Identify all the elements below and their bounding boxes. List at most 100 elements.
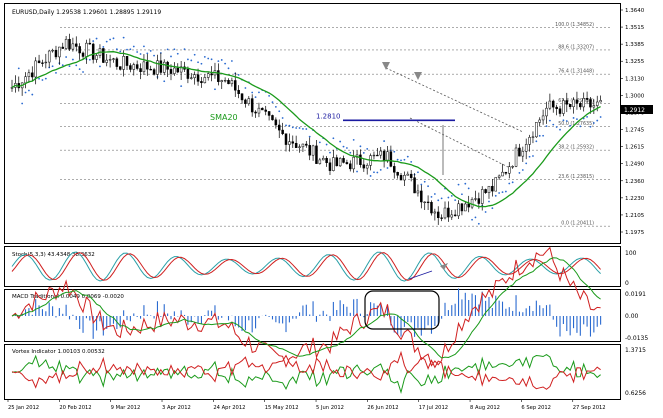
price-bar-body [284,133,288,145]
price-bar-body [227,80,230,85]
psar-dot [511,181,514,184]
price-bar-body [305,143,308,146]
stoch-axis-100: 100 [625,250,637,257]
price-bar-body [508,166,511,174]
price-bar-body [548,100,552,109]
price-bar-body [579,103,582,108]
price-bar-body [420,190,423,203]
price-bar-body [464,203,467,212]
psar-dot [518,172,521,174]
psar-dot [589,125,592,128]
psar-dot [474,216,477,219]
psar-dot [203,56,206,58]
macd-axis-top: 0.0191 [625,291,646,298]
price-bar-body [210,73,213,76]
psar-dot [268,94,270,97]
price-bar-body [453,214,457,217]
psar-dot [538,134,541,137]
psar-dot [504,190,507,193]
psar-dot [400,159,402,162]
macd-axis-bottom: -0.0135 [625,335,648,342]
psar-dot [525,162,528,165]
psar-dot [244,87,247,89]
psar-dot [291,126,294,129]
psar-dot [362,152,365,154]
price-bar-body [196,74,200,82]
psar-dot [173,48,176,51]
price-bar-body [514,147,518,167]
psar-dot [126,48,128,51]
stoch-trend-line [408,270,433,280]
price-bar-body [10,87,14,89]
psar-dot [21,102,24,105]
price-bar-body [457,203,460,217]
channel-lower-line [409,117,511,169]
psar-dot [433,193,436,195]
psar-dot [393,150,396,153]
price-bar-body [528,137,531,145]
psar-dot [464,182,467,185]
price-bar-body [406,173,410,176]
price-bar-body [521,151,525,157]
price-bar-body [325,158,328,164]
psar-dot [271,101,274,103]
psar-dot [224,62,227,65]
symbol-header: EURUSD,Daily 1.29538 1.29601 1.28895 1.2… [12,9,161,16]
price-bar-body [393,166,396,173]
price-bar-body [487,185,491,193]
price-bar-body [44,61,48,64]
price-bar-body [115,58,119,67]
macd-histogram [14,288,602,339]
psar-dot [352,138,355,141]
price-bar-body [105,59,108,63]
psar-dot [339,140,342,143]
price-bar-body [41,62,44,64]
psar-dot [572,117,575,119]
psar-dot [112,37,115,40]
price-bar-body [85,42,88,57]
price-bar-body [389,151,393,167]
price-bar-body [169,69,173,74]
psar-dot [28,89,30,92]
psar-dot [281,117,284,119]
psar-dot [383,140,386,142]
price-bar-body [91,43,95,60]
price-bar-body [538,119,541,123]
price-bar-body [582,98,585,108]
psar-dot [44,77,47,80]
psar-dot [190,59,193,62]
psar-dot [75,64,78,67]
fib-level-label: 76.4 (1.31448) [558,69,594,75]
price-bar-body [345,162,349,165]
price-bar-body [585,98,589,100]
psar-dot [251,91,254,94]
psar-dot [450,195,453,197]
price-bar-body [315,145,318,164]
price-bar-body [51,49,54,52]
price-bar-body [450,214,454,218]
price-bar-body [426,201,430,204]
psar-dot [197,61,199,64]
psar-dot [129,48,132,51]
psar-dot [78,68,81,71]
price-bar-body [24,76,27,84]
date-axis-label: 26 Jun 2012 [367,405,398,411]
price-bar-body [190,77,193,79]
price-bar-body [352,156,355,170]
price-bar-body [149,68,152,71]
price-bar-body [467,203,470,208]
price-bar-body [173,67,176,74]
psar-dot [298,127,301,129]
price-bar-body [379,150,382,156]
price-bar-body [267,111,271,116]
psar-dot [535,140,538,143]
price-bar-body [484,189,487,193]
price-bar-body [129,65,132,70]
psar-dot [406,155,409,158]
price-axis-label: 1.3385 [625,42,645,48]
price-bar-body [572,99,575,108]
price-bar-body [372,154,376,157]
price-bar-body [311,145,315,156]
